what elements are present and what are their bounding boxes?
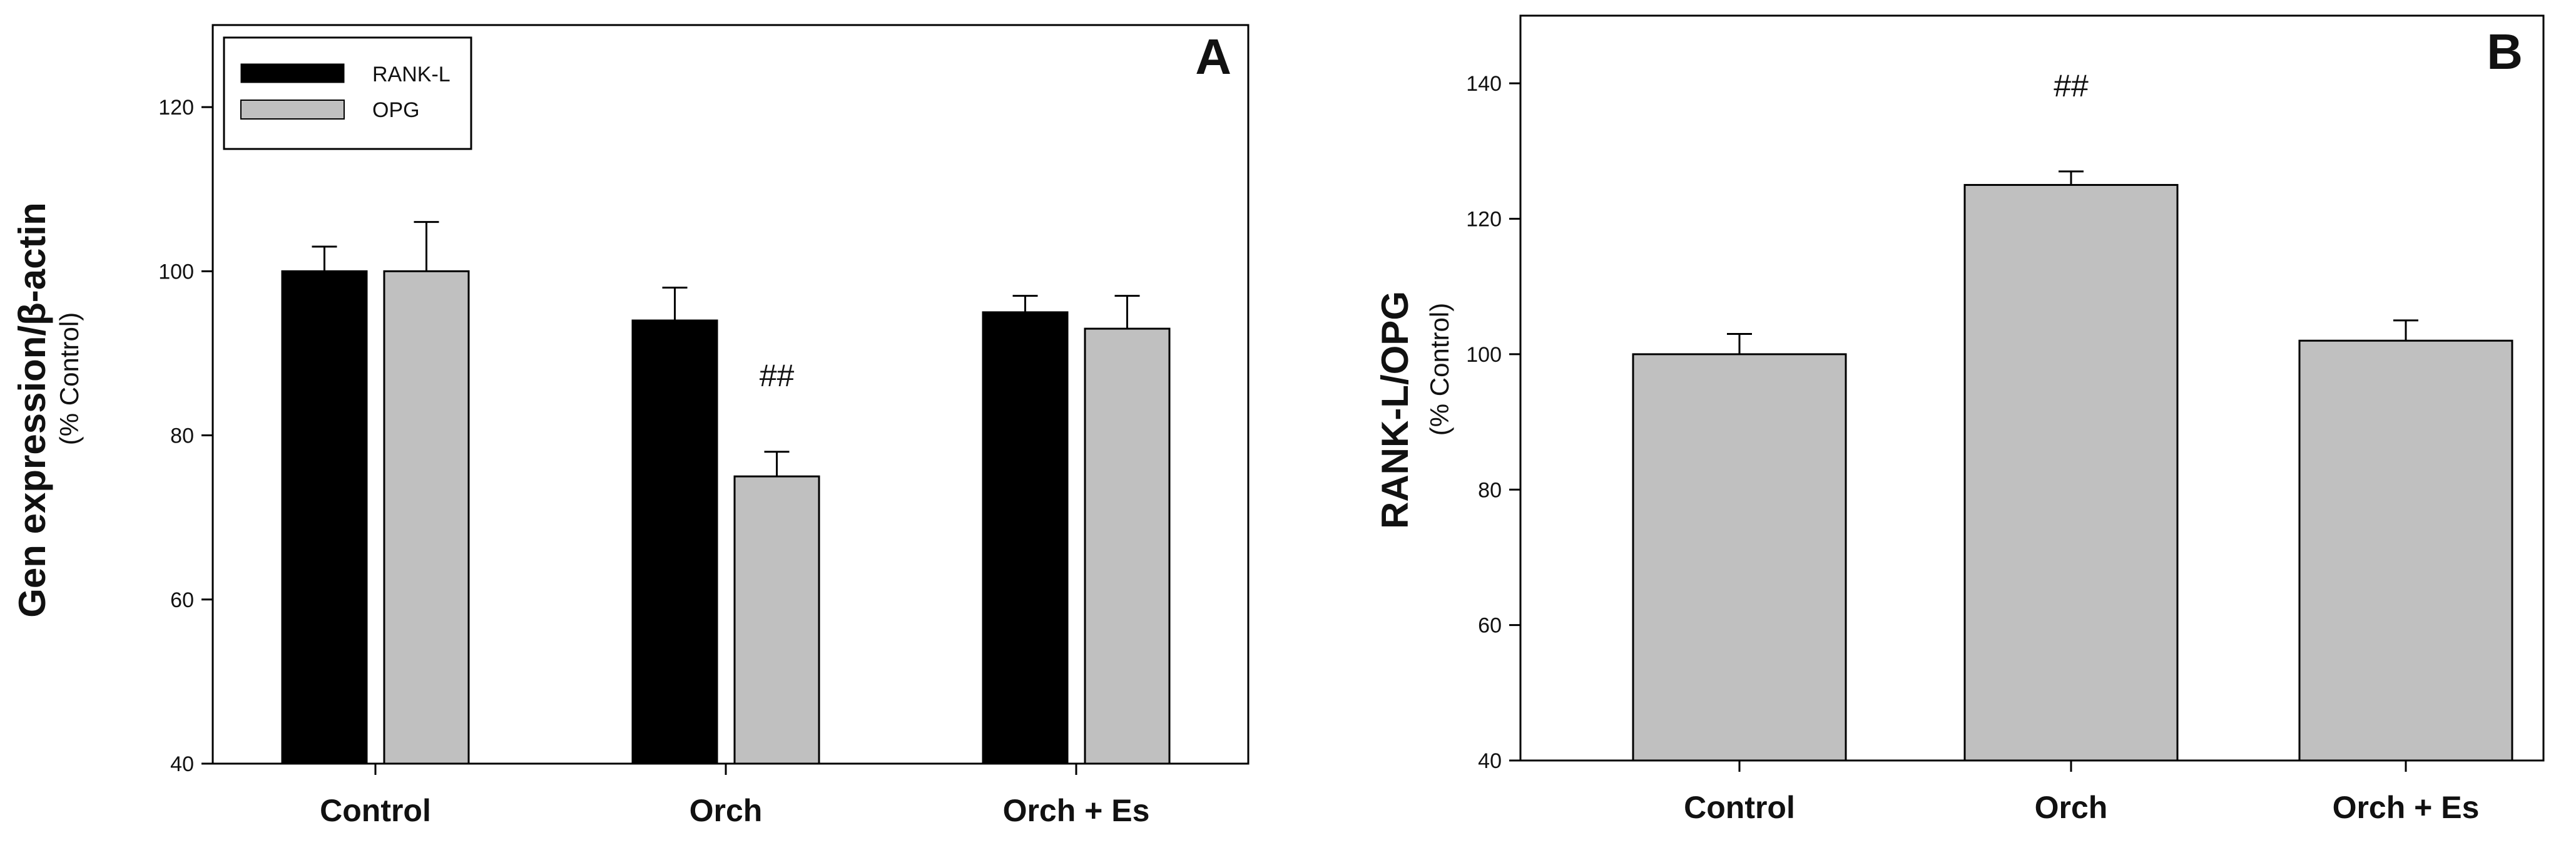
y-tick-label: 140 <box>1466 72 1502 96</box>
x-category-label: Orch + Es <box>1003 793 1150 828</box>
bar <box>733 475 820 765</box>
panel-b-plot-frame <box>1519 14 2545 762</box>
legend-label-opg: OPG <box>372 98 420 122</box>
bar <box>281 270 368 765</box>
legend-swatch-rank-l <box>240 63 345 83</box>
y-tick-label: 60 <box>170 588 194 612</box>
panel-b-letter: B <box>2487 24 2523 79</box>
y-tick-label: 100 <box>158 260 194 284</box>
panel-a: Gen expression/β-actin (% Control) 40 60 8… <box>11 24 1250 828</box>
panel-b-ylabel-sub: (% Control) <box>1425 303 1454 436</box>
panel-b-ylabel: RANK-L/OPG <box>1374 291 1416 529</box>
x-category-label: Control <box>320 793 431 828</box>
bar <box>1963 183 2179 762</box>
panel-a-ylabel-sub: (% Control) <box>54 312 84 445</box>
panel-a-ylabel: Gen expression/β-actin <box>11 202 53 618</box>
x-category-label: Orch <box>2035 790 2108 825</box>
bar <box>631 319 718 765</box>
bar <box>383 270 470 765</box>
significance-annotation: ## <box>760 358 795 393</box>
x-category-label: Orch + Es <box>2333 790 2480 825</box>
x-category-label: Control <box>1684 790 1795 825</box>
panel-b: RANK-L/OPG (% Control) 40 60 80 100 120 140 Co… <box>1374 14 2545 825</box>
y-tick-label: 40 <box>1478 749 1502 773</box>
x-category-label: Orch <box>690 793 763 828</box>
bar <box>1632 353 1847 762</box>
significance-annotation: ## <box>2054 68 2089 103</box>
panel-a-legend: RANK-L OPG <box>223 36 472 150</box>
y-tick-label: 60 <box>1478 614 1502 638</box>
legend-swatch-opg <box>240 100 345 120</box>
legend-label-rank-l: RANK-L <box>372 63 451 86</box>
y-tick-label: 120 <box>158 96 194 120</box>
y-tick-label: 40 <box>170 752 194 776</box>
y-tick-label: 80 <box>1478 478 1502 502</box>
y-tick-label: 100 <box>1466 343 1502 367</box>
panel-a-letter: A <box>1195 29 1231 84</box>
y-tick-label: 80 <box>170 424 194 448</box>
bar <box>2298 339 2513 762</box>
y-tick-label: 120 <box>1466 208 1502 232</box>
legend-frame <box>223 36 472 150</box>
panel-a-plot-frame <box>211 24 1250 765</box>
bar <box>982 311 1069 765</box>
bar <box>1084 327 1171 765</box>
